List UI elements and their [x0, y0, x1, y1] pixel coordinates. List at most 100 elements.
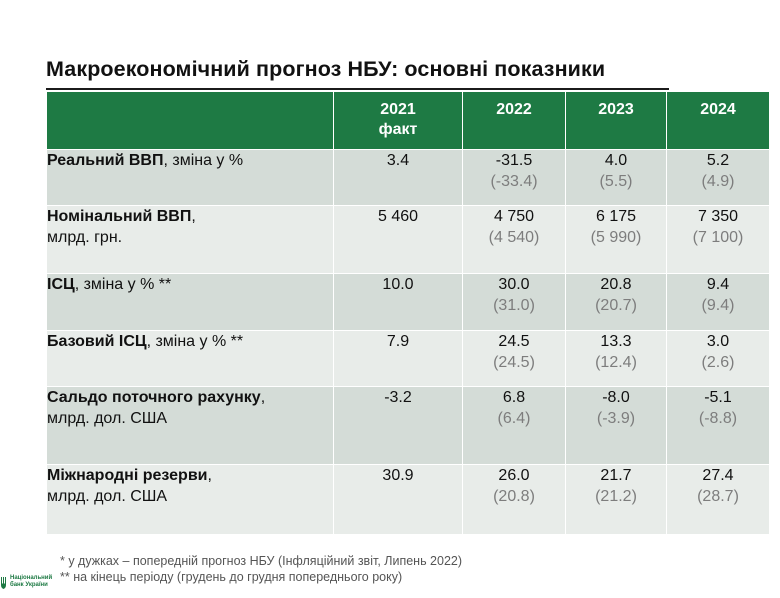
forecast-cell: 24.5 (24.5)	[462, 330, 566, 387]
row-label-bold: Базовий ІСЦ	[47, 333, 147, 350]
forecast-cell: 6 175 (5 990)	[565, 205, 667, 274]
row-label-unit: млрд. дол. США	[47, 488, 168, 505]
forecast-cell: -5.1 (-8.8)	[666, 386, 770, 465]
forecast-value: 4.0	[604, 152, 628, 169]
fact-value: 3.4	[333, 149, 463, 206]
forecast-cell: -31.5 (-33.4)	[462, 149, 566, 206]
previous-forecast-value: (2.6)	[701, 354, 735, 371]
nbu-logo: Національний банк України	[0, 575, 52, 590]
table-row: Реальний ВВП, зміна у % 3.4 -31.5 (-33.4)…	[46, 149, 770, 206]
row-label-bold: Реальний ВВП	[47, 152, 164, 169]
fact-value: 30.9	[333, 464, 463, 535]
forecast-value: 27.4	[702, 467, 734, 484]
forecast-value: 4 750	[493, 208, 535, 225]
previous-forecast-value: (31.0)	[493, 297, 535, 314]
header-year-2022: 2022	[462, 91, 566, 150]
previous-forecast-value: (20.8)	[493, 488, 535, 505]
row-label: Базовий ІСЦ, зміна у % **	[46, 330, 334, 387]
forecast-cell: 13.3 (12.4)	[565, 330, 667, 387]
table-row: Сальдо поточного рахунку, млрд. дол. США …	[46, 386, 770, 465]
row-label: ІСЦ, зміна у % **	[46, 273, 334, 331]
previous-forecast-value: (6.4)	[497, 410, 531, 427]
forecast-value: 20.8	[600, 276, 632, 293]
forecast-cell: 5.2 (4.9)	[666, 149, 770, 206]
previous-forecast-value: (-33.4)	[490, 173, 538, 190]
forecast-value: 6 175	[595, 208, 637, 225]
forecast-cell: 4.0 (5.5)	[565, 149, 667, 206]
previous-forecast-value: (9.4)	[701, 297, 735, 314]
title-divider	[46, 88, 669, 90]
forecast-cell: 9.4 (9.4)	[666, 273, 770, 331]
table-header-row: 2021 факт 2022 2023 2024	[46, 91, 770, 150]
forecast-value: 9.4	[706, 276, 730, 293]
forecast-cell: 4 750 (4 540)	[462, 205, 566, 274]
logo-text: Національний банк України	[10, 575, 52, 589]
header-year-label: 2024	[700, 101, 736, 118]
forecast-cell: 27.4 (28.7)	[666, 464, 770, 535]
row-label: Міжнародні резерви, млрд. дол. США	[46, 464, 334, 535]
row-label-rest: , зміна у % **	[146, 333, 244, 350]
forecast-cell: -8.0 (-3.9)	[565, 386, 667, 465]
forecast-cell: 7 350 (7 100)	[666, 205, 770, 274]
row-label-bold: Сальдо поточного рахунку	[47, 389, 261, 406]
forecast-value: 30.0	[498, 276, 530, 293]
forecast-table: 2021 факт 2022 2023 2024 Реальний ВВП, з…	[46, 91, 770, 535]
row-label: Реальний ВВП, зміна у %	[46, 149, 334, 206]
logo-line: Національний	[10, 575, 53, 581]
forecast-value: 24.5	[498, 333, 530, 350]
header-year-label: 2021	[380, 101, 416, 118]
row-label-unit: млрд. грн.	[47, 229, 123, 246]
fact-value: 10.0	[333, 273, 463, 331]
footnote: * у дужках – попередній прогноз НБУ (Інф…	[60, 554, 463, 568]
table-row: Номінальний ВВП, млрд. грн. 5 460 4 750 (4…	[46, 205, 770, 274]
row-label: Сальдо поточного рахунку, млрд. дол. США	[46, 386, 334, 465]
header-year-label: 2023	[598, 101, 634, 118]
page-title: Макроекономічний прогноз НБУ: основні по…	[46, 57, 606, 81]
row-label-rest: , зміна у % **	[74, 276, 172, 293]
previous-forecast-value: (7 100)	[692, 229, 744, 246]
row-label-bold: Номінальний ВВП	[47, 208, 192, 225]
logo-line: банк України	[10, 582, 48, 588]
forecast-value: -5.1	[704, 389, 732, 406]
table-row: Міжнародні резерви, млрд. дол. США 30.9 2…	[46, 464, 770, 535]
previous-forecast-value: (5 990)	[590, 229, 642, 246]
row-label-rest: ,	[260, 389, 266, 406]
footnote: ** на кінець періоду (грудень до грудня …	[60, 570, 403, 584]
forecast-value: 3.0	[706, 333, 730, 350]
forecast-cell: 20.8 (20.7)	[565, 273, 667, 331]
row-label-bold: ІСЦ	[47, 276, 75, 293]
header-year-label: 2022	[496, 101, 532, 118]
header-corner-cell	[46, 91, 334, 150]
row-label-rest: , зміна у %	[163, 152, 244, 169]
forecast-cell: 30.0 (31.0)	[462, 273, 566, 331]
previous-forecast-value: (20.7)	[595, 297, 637, 314]
header-year-2021: 2021 факт	[333, 91, 463, 150]
header-fact-label: факт	[378, 121, 418, 138]
forecast-value: 7 350	[697, 208, 739, 225]
previous-forecast-value: (5.5)	[599, 173, 633, 190]
previous-forecast-value: (4 540)	[488, 229, 540, 246]
forecast-value: -31.5	[495, 152, 533, 169]
row-label-rest: ,	[207, 467, 212, 484]
forecast-value: 26.0	[498, 467, 530, 484]
forecast-cell: 6.8 (6.4)	[462, 386, 566, 465]
previous-forecast-value: (21.2)	[595, 488, 637, 505]
forecast-value: 6.8	[502, 389, 526, 406]
trident-icon	[1, 577, 6, 589]
previous-forecast-value: (4.9)	[701, 173, 735, 190]
forecast-value: 13.3	[600, 333, 632, 350]
table-row: Базовий ІСЦ, зміна у % ** 7.9 24.5 (24.5)…	[46, 330, 770, 387]
header-year-2024: 2024	[666, 91, 770, 150]
forecast-cell: 3.0 (2.6)	[666, 330, 770, 387]
table-row: ІСЦ, зміна у % ** 10.0 30.0 (31.0) 20.8 (2…	[46, 273, 770, 331]
forecast-cell: 26.0 (20.8)	[462, 464, 566, 535]
row-label-rest: ,	[191, 208, 196, 225]
forecast-value: 21.7	[600, 467, 632, 484]
row-label-bold: Міжнародні резерви	[47, 467, 208, 484]
row-label-unit: млрд. дол. США	[47, 410, 168, 427]
footnotes: * у дужках – попередній прогноз НБУ (Інф…	[60, 553, 462, 585]
previous-forecast-value: (24.5)	[493, 354, 535, 371]
forecast-value: 5.2	[706, 152, 730, 169]
fact-value: 7.9	[333, 330, 463, 387]
previous-forecast-value: (-3.9)	[596, 410, 636, 427]
